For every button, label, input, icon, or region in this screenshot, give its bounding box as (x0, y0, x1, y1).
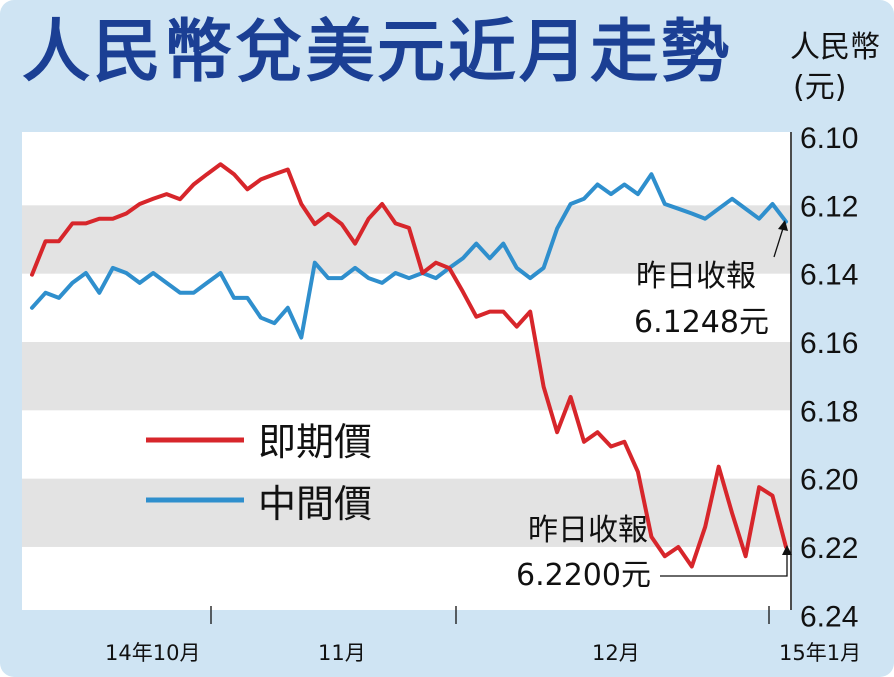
y-tick-label: 6.18 (800, 395, 858, 428)
y-axis-unit-paren: (元) (793, 70, 847, 105)
x-tick-label: 11月 (318, 641, 366, 665)
annotation-spot-leader (660, 550, 788, 577)
y-tick-label: 6.14 (800, 259, 858, 292)
annotation-central-arrowhead (778, 220, 788, 231)
x-tick-label: 15年1月 (779, 641, 861, 665)
y-axis-ticks: 6.10 6.12 6.14 6.16 6.18 6.20 6.22 6.24 (800, 122, 858, 633)
annotation-spot-arrowhead (782, 545, 792, 555)
x-axis-ticks: 14年10月 11月 12月 15年1月 (105, 641, 861, 665)
chart-title: 人民幣兌美元近月走勢 (22, 13, 733, 92)
x-axis-tick-marks (210, 606, 770, 624)
series-line-spot (30, 162, 788, 569)
y-tick-label: 6.20 (800, 464, 858, 497)
annotations: 昨日收報 6.1248元 昨日收報 6.2200元 (516, 220, 792, 593)
legend-label-central: 中間價 (258, 482, 372, 526)
series-lines (30, 162, 788, 569)
grid-bands (22, 205, 791, 547)
y-tick-label: 6.24 (800, 600, 858, 633)
x-tick-label: 12月 (592, 641, 640, 665)
grid-band (22, 341, 791, 411)
annotation-central-line2: 6.1248元 (634, 305, 769, 340)
grid-band (22, 205, 791, 274)
y-axis-unit-label: 人民幣 (790, 30, 880, 65)
y-tick-label: 6.16 (800, 327, 858, 360)
y-tick-label: 6.22 (800, 532, 858, 565)
x-tick-label: 14年10月 (105, 641, 200, 665)
annotation-spot-line2: 6.2200元 (516, 558, 651, 593)
grid-band (22, 478, 791, 547)
y-tick-label: 6.10 (800, 122, 858, 155)
annotation-central-line1: 昨日收報 (636, 259, 756, 294)
legend: 即期價 中間價 (146, 420, 372, 526)
series-line-central (30, 172, 788, 340)
y-tick-label: 6.12 (800, 190, 858, 223)
annotation-spot-line1: 昨日收報 (528, 513, 648, 548)
legend-label-spot: 即期價 (258, 420, 372, 464)
